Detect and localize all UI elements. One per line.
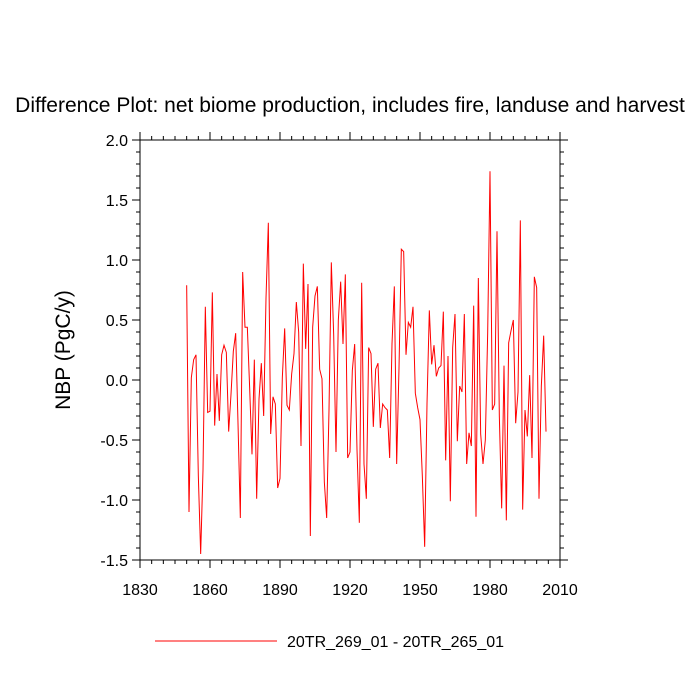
- plot-border: [139, 139, 561, 561]
- y-tick-label: 0.0: [106, 373, 128, 390]
- x-tick-label: 1950: [402, 582, 438, 599]
- legend-label: 20TR_269_01 - 20TR_265_01: [287, 634, 504, 651]
- legend: 20TR_269_01 - 20TR_265_01: [155, 634, 504, 651]
- y-tick-label: 1.5: [106, 193, 128, 210]
- plot-frame: [139, 139, 561, 561]
- x-tick-label: 1860: [192, 582, 228, 599]
- y-axis: -1.5 -1.0 -0.5 0.0 0.5 1.0 1.5 2.0: [100, 133, 568, 570]
- y-tick-label: 1.0: [106, 253, 128, 270]
- x-tick-label: 1920: [332, 582, 368, 599]
- y-axis-label: NBP (PgC/y): [52, 290, 75, 410]
- y-tick-label: -1.5: [100, 553, 128, 570]
- x-tick-label: 2010: [542, 582, 578, 599]
- x-tick-label: 1890: [262, 582, 298, 599]
- y-tick-label: 2.0: [106, 133, 128, 150]
- y-tick-label: -1.0: [100, 493, 128, 510]
- y-tick-label: 0.5: [106, 313, 128, 330]
- chart-title: Difference Plot: net biome production, i…: [15, 94, 685, 117]
- x-axis: 1830 1860 1890 1920 1950 1980 2010: [122, 132, 578, 599]
- series-layer: [186, 171, 547, 555]
- x-tick-label: 1980: [472, 582, 508, 599]
- y-tick-label: -0.5: [100, 433, 128, 450]
- series-line: [186, 171, 547, 555]
- x-tick-label: 1830: [122, 582, 158, 599]
